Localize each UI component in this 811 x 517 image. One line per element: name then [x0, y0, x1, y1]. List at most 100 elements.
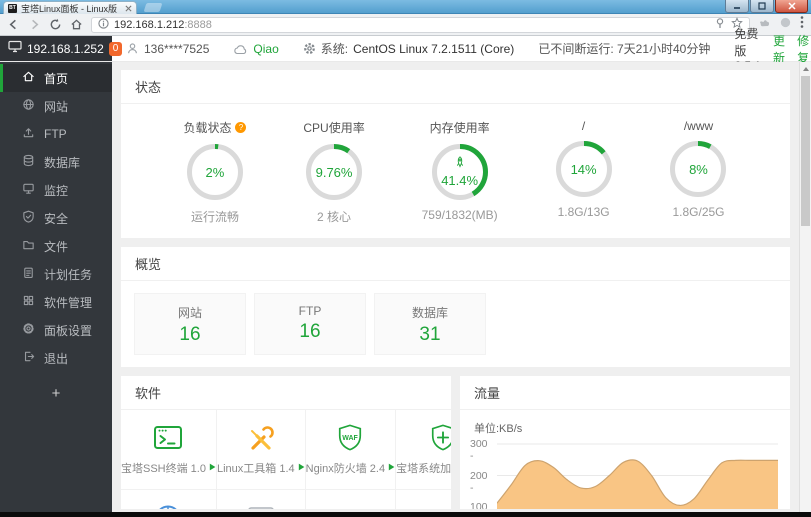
- browser-tab-bar: BT 宝塔Linux面板 - Linux版: [0, 0, 811, 14]
- software-tile-ssh-terminal[interactable]: 宝塔SSH终端 1.0: [121, 410, 217, 490]
- overview-card-sites[interactable]: 网站 16: [134, 293, 246, 355]
- software-tile-tile-5[interactable]: [121, 490, 217, 509]
- sidebar-item-settings[interactable]: 面板设置: [0, 316, 112, 344]
- help-icon[interactable]: ?: [235, 122, 247, 133]
- shield-icon: [22, 210, 35, 226]
- gauge-blue-icon: [153, 501, 183, 509]
- browser-tab[interactable]: BT 宝塔Linux面板 - Linux版: [3, 1, 137, 14]
- page-scrollbar[interactable]: [799, 62, 811, 517]
- bookmark-star-icon[interactable]: [731, 17, 743, 32]
- rocket-icon: [454, 156, 466, 172]
- reload-icon[interactable]: [49, 18, 62, 31]
- shield-plus-icon: [429, 421, 451, 454]
- sidebar: 首页 网站 FTP 数据库 监控 安全 文件 计划任务 软件管理 面板设置 退出 +: [0, 62, 112, 517]
- traffic-series-0: [497, 459, 778, 509]
- gauge-value: 14%: [570, 161, 597, 177]
- close-button[interactable]: [775, 0, 808, 13]
- system-info: 系统: CentOS Linux 7.2.1511 (Core): [303, 40, 514, 57]
- status-gauge-disk-root: / 14% 1.8G/13G: [555, 119, 613, 225]
- gauge-sublabel: 1.8G/13G: [557, 205, 610, 219]
- gauge-value: 41.4%: [441, 173, 479, 188]
- status-panel: 状态 负载状态? 2% 运行流畅 CPU使用率 9.76% 2 核心 内存使用率 4…: [121, 70, 790, 238]
- sidebar-item-ftp[interactable]: FTP: [0, 120, 112, 148]
- gauge-sublabel: 2 核心: [317, 210, 352, 224]
- software-tile-nginx-waf[interactable]: WAF Nginx防火墙 2.4: [305, 410, 397, 490]
- gauge-sublabel: 1.8G/25G: [672, 205, 725, 219]
- grid-icon: [22, 294, 35, 310]
- main-content: 状态 负载状态? 2% 运行流畅 CPU使用率 9.76% 2 核心 内存使用率 4…: [112, 62, 799, 517]
- software-panel-title: 软件: [121, 376, 451, 410]
- status-gauge-load: 负载状态? 2% 运行流畅: [183, 119, 247, 225]
- overview-card-database[interactable]: 数据库 31: [374, 293, 486, 355]
- sidebar-item-database[interactable]: 数据库: [0, 148, 112, 176]
- monitor-icon: [8, 40, 22, 58]
- window-icon: [246, 501, 276, 509]
- y-axis-tick: 100 -: [470, 501, 488, 509]
- overview-panel: 概览 网站 16 FTP 16 数据库 31: [121, 247, 790, 367]
- account-nickname[interactable]: Qiao: [233, 42, 279, 56]
- traffic-chart: 300 - 200 - 100 -: [470, 438, 778, 509]
- gear-icon: [303, 43, 315, 54]
- url-port: :8888: [184, 18, 212, 31]
- overview-panel-title: 概览: [121, 247, 790, 281]
- extension-icon[interactable]: [758, 16, 771, 34]
- update-link[interactable]: 更新: [773, 33, 786, 65]
- software-tile-tile-6[interactable]: [217, 490, 306, 509]
- url-bar[interactable]: 192.168.1.212:8888: [91, 16, 750, 33]
- sidebar-item-sites[interactable]: 网站: [0, 92, 112, 120]
- sidebar-item-logout[interactable]: 退出: [0, 344, 112, 372]
- browser-menu-icon[interactable]: [800, 15, 804, 34]
- traffic-panel: 流量 单位:KB/s 300 - 200 - 100 -: [460, 376, 790, 509]
- gauge-value: 9.76%: [315, 164, 353, 180]
- software-tile-tile-8: [396, 490, 451, 509]
- logout-icon: [22, 350, 35, 366]
- sidebar-item-software[interactable]: 软件管理: [0, 288, 112, 316]
- gauge-sublabel: 759/1832(MB): [421, 208, 498, 222]
- play-icon[interactable]: [388, 462, 395, 474]
- sidebar-item-files[interactable]: 文件: [0, 232, 112, 260]
- sidebar-item-security[interactable]: 安全: [0, 204, 112, 232]
- home-icon[interactable]: [70, 18, 83, 31]
- minimize-button[interactable]: [725, 0, 749, 13]
- tab-close-icon[interactable]: [125, 0, 132, 17]
- repair-link[interactable]: 修复: [797, 33, 810, 65]
- maximize-button[interactable]: [750, 0, 774, 13]
- omnibox-extension-pin-icon[interactable]: [715, 17, 725, 32]
- new-tab-button[interactable]: [143, 3, 163, 12]
- software-tile-system-hardening[interactable]: 宝塔系统加固 1.3: [396, 410, 451, 490]
- folder-icon: [22, 238, 35, 254]
- status-gauge-disk-www: /www 8% 1.8G/25G: [669, 119, 727, 225]
- user-icon: [128, 43, 137, 54]
- play-icon[interactable]: [298, 462, 305, 474]
- account-phone[interactable]: 136****7525: [126, 42, 209, 56]
- software-tile-linux-toolbox[interactable]: Linux工具箱 1.4: [216, 410, 306, 490]
- server-block[interactable]: 192.168.1.252 0: [0, 36, 123, 61]
- message-badge[interactable]: 0: [108, 41, 123, 56]
- back-icon[interactable]: [7, 18, 20, 31]
- monitor-icon: [22, 182, 35, 198]
- software-tile-tile-7: [306, 490, 397, 509]
- server-ip: 192.168.1.252: [27, 41, 104, 56]
- database-icon: [22, 154, 35, 170]
- software-panel: 软件 宝塔SSH终端 1.0 Linux工具箱 1.4 WAF Nginx防火墙 2.…: [121, 376, 451, 509]
- play-icon[interactable]: [209, 462, 216, 474]
- sidebar-item-monitor[interactable]: 监控: [0, 176, 112, 204]
- sidebar-item-home[interactable]: 首页: [0, 64, 112, 92]
- overview-card-ftp[interactable]: FTP 16: [254, 293, 366, 355]
- scrollbar-up-arrow[interactable]: [803, 67, 809, 71]
- svg-text:WAF: WAF: [343, 435, 359, 442]
- ftp-icon: [22, 126, 35, 142]
- forward-icon[interactable]: [28, 18, 41, 31]
- home-icon: [22, 70, 35, 86]
- gauge-value: 2%: [205, 164, 225, 180]
- gear-icon: [22, 322, 35, 338]
- sidebar-add-button[interactable]: +: [51, 385, 61, 402]
- extension-icon-2[interactable]: [779, 16, 792, 34]
- uptime-text: 已不间断运行: 7天21小时40分钟: [538, 42, 711, 56]
- page-info-icon[interactable]: [98, 17, 109, 32]
- scrollbar-thumb[interactable]: [801, 76, 810, 226]
- tab-title: 宝塔Linux面板 - Linux版: [21, 3, 118, 14]
- sidebar-item-cron[interactable]: 计划任务: [0, 260, 112, 288]
- traffic-panel-title: 流量: [460, 376, 790, 410]
- y-axis-tick: 300 -: [470, 438, 488, 462]
